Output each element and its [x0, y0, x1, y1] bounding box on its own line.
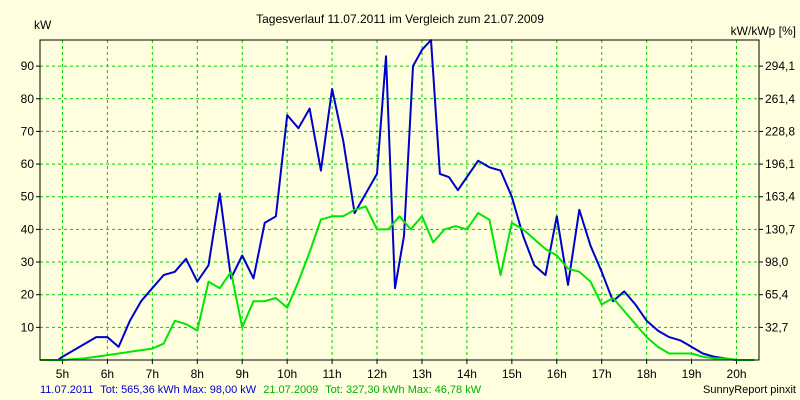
- x-tick-label: 5h: [56, 367, 69, 381]
- x-tick-label: 13h: [412, 367, 432, 381]
- legend: 11.07.2011 Tot: 565,36 kWh Max: 98,00 kW…: [40, 384, 482, 396]
- y-tick-label: 90: [21, 59, 35, 73]
- x-tick-label: 11h: [323, 367, 342, 381]
- y-tick-label: 40: [21, 222, 35, 236]
- x-tick-label: 12h: [367, 367, 387, 381]
- y-tick-label: 50: [21, 190, 35, 204]
- x-tick-label: 16h: [547, 367, 567, 381]
- series-line-2: [40, 205, 755, 361]
- x-tick-label: 18h: [637, 367, 657, 381]
- legend-series1-date: 11.07.2011: [40, 384, 93, 396]
- y-tick-label: 70: [21, 124, 35, 138]
- grid: [40, 40, 759, 360]
- y2-tick-label: 294,1: [765, 59, 795, 73]
- series-line-1: [40, 39, 755, 361]
- x-tick-label: 10h: [277, 367, 297, 381]
- x-tick-label: 7h: [146, 367, 159, 381]
- legend-series2-stats: Tot: 327,30 kWh Max: 46,78 kW: [325, 384, 482, 396]
- y2-tick-label: 163,4: [765, 190, 795, 204]
- x-tick-label: 15h: [502, 367, 522, 381]
- series-lines: [40, 39, 755, 361]
- y-tick-label: 20: [21, 288, 35, 302]
- x-tick-label: 9h: [236, 367, 249, 381]
- y2-tick-label: 98,0: [765, 255, 789, 269]
- y-tick-label: 80: [21, 92, 35, 106]
- y2-tick-label: 32,7: [765, 320, 789, 334]
- x-tick-label: 17h: [592, 367, 612, 381]
- y-axis-label-left: kW: [34, 18, 52, 32]
- credit: SunnyReport pinxit: [703, 384, 796, 396]
- legend-series2-date: 21.07.2009: [263, 384, 318, 396]
- y-tick-label: 10: [21, 320, 35, 334]
- y2-tick-label: 228,8: [765, 124, 795, 138]
- x-tick-label: 6h: [101, 367, 114, 381]
- y-axis-label-right: kW/kWp [%]: [731, 24, 796, 38]
- y2-tick-label: 130,7: [765, 222, 795, 236]
- y-tick-label: 60: [21, 157, 35, 171]
- x-tick-label: 8h: [191, 367, 204, 381]
- y2-tick-label: 196,1: [765, 157, 795, 171]
- ticks: 5h 6h 7h 8h 9h 10h 11h 12h 13h 14h 15h 16h 17h 18h 19h…: [21, 59, 796, 381]
- chart-title: Tagesverlauf 11.07.2011 im Vergleich zum…: [256, 12, 544, 26]
- legend-series1-stats: Tot: 565,36 kWh Max: 98,00 kW: [100, 384, 257, 396]
- y2-tick-label: 261,4: [765, 92, 795, 106]
- plot-area: [40, 40, 759, 360]
- y2-tick-label: 65,4: [765, 288, 789, 302]
- y-tick-label: 30: [21, 255, 35, 269]
- plot-frame: [39, 39, 760, 361]
- x-tick-label: 14h: [457, 367, 477, 381]
- x-tick-label: 19h: [682, 367, 702, 381]
- x-tick-label: 20h: [727, 367, 747, 381]
